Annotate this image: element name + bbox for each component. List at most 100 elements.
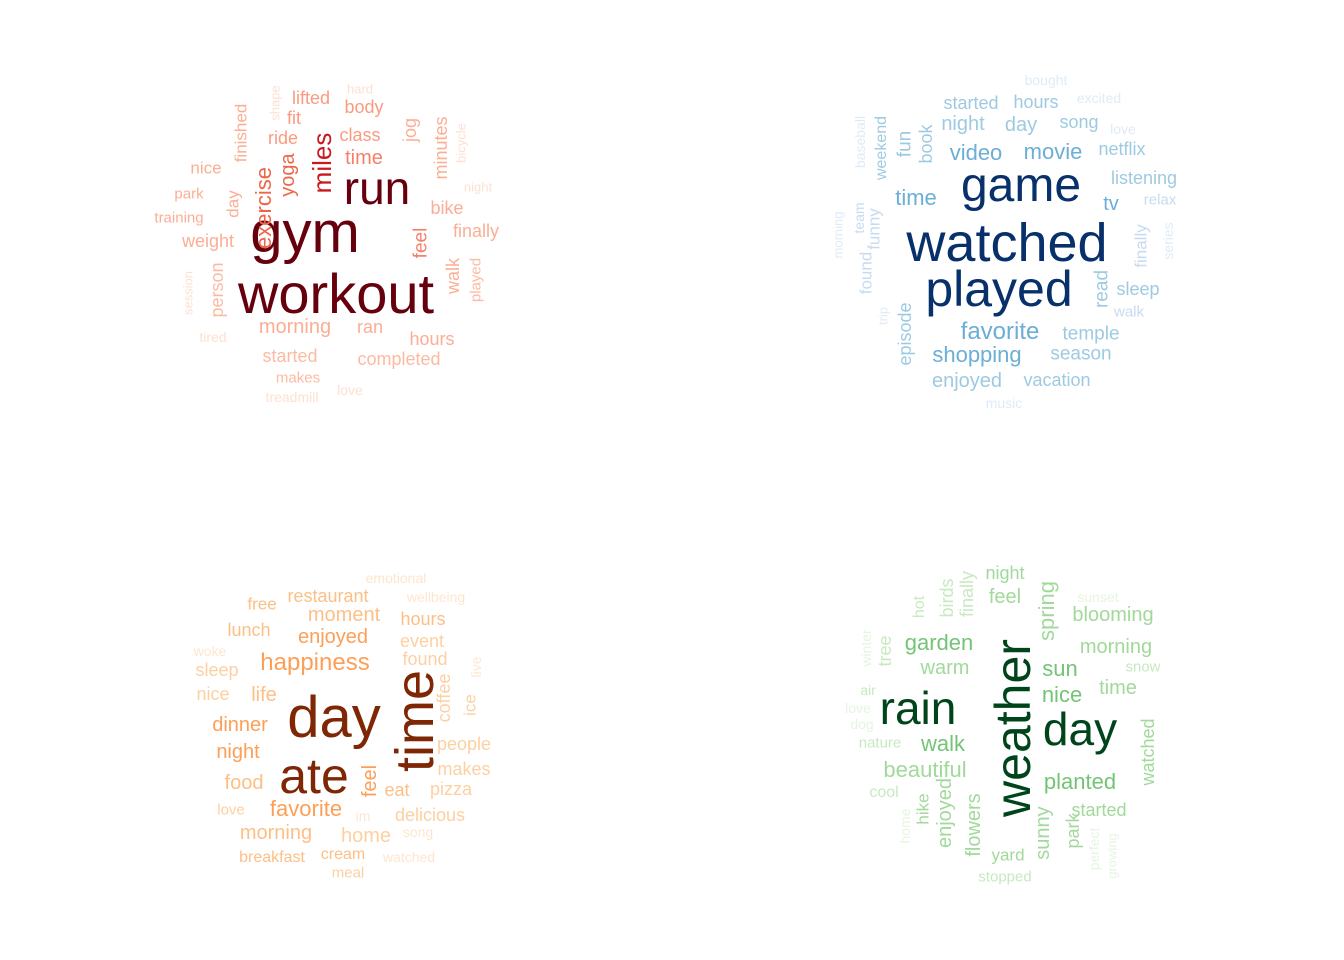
word-movie: movie (1023, 139, 1083, 164)
word-day: day (287, 685, 381, 750)
word-sunny: sunny (1032, 806, 1054, 860)
word-hours: hours (400, 609, 446, 629)
word-bought: bought (1024, 72, 1068, 88)
word-blooming: blooming (1072, 604, 1154, 626)
word-finally: finally (957, 570, 977, 618)
word-night: night (985, 563, 1025, 583)
word-home: home (897, 808, 913, 844)
word-miles: miles (307, 132, 337, 194)
word-ran: ran (356, 317, 384, 337)
word-song: song (1059, 112, 1099, 132)
word-cream: cream (320, 846, 366, 863)
word-breakfast: breakfast (239, 849, 305, 866)
word-dog: dog (850, 716, 874, 732)
word-excited: excited (1076, 90, 1122, 106)
word-morning: morning (830, 211, 846, 259)
word-read: read (1091, 269, 1113, 309)
word-tv: tv (1103, 193, 1119, 215)
word-eat: eat (384, 780, 410, 800)
word-snow: snow (1125, 658, 1161, 676)
word-emotional: emotional (365, 570, 427, 586)
word-watched: watched (906, 213, 1108, 273)
word-home: home (340, 825, 392, 847)
word-spring: spring (1034, 581, 1059, 641)
word-park: park (174, 185, 204, 203)
word-workout: workout (237, 262, 435, 325)
word-day: day (223, 190, 243, 218)
word-fun: fun (894, 130, 916, 158)
word-trip: trip (875, 306, 891, 326)
word-ice: ice (460, 694, 480, 716)
word-makes: makes (275, 369, 321, 387)
word-weekend: weekend (873, 115, 890, 181)
word-funny: funny (864, 208, 884, 250)
word-love: love (1110, 121, 1136, 137)
word-air: air (860, 682, 876, 698)
word-weight: weight (181, 231, 235, 251)
word-food: food (224, 772, 264, 794)
word-delicious: delicious (394, 805, 466, 825)
word-weather: weather (985, 639, 1041, 817)
word-started: started (943, 93, 999, 113)
word-day: day (1004, 114, 1038, 136)
word-live: live (468, 656, 484, 678)
word-yard: yard (991, 845, 1025, 865)
word-im: im (355, 808, 371, 824)
word-beautiful: beautiful (883, 757, 967, 782)
word-time: time (895, 185, 937, 210)
word-training: training (154, 209, 204, 227)
word-free: free (247, 594, 277, 614)
word-tired: tired (199, 329, 227, 345)
word-pizza: pizza (429, 779, 473, 799)
word-walk: walk (920, 731, 966, 756)
word-sun: sun (1042, 656, 1078, 681)
word-winter: winter (858, 629, 874, 667)
word-vacation: vacation (1023, 370, 1091, 390)
word-planted: planted (1043, 769, 1117, 794)
word-season: season (1050, 343, 1112, 365)
word-baseball: baseball (852, 115, 868, 169)
word-feel: feel (410, 227, 432, 259)
word-warm: warm (920, 657, 970, 679)
word-nature: nature (858, 734, 902, 752)
word-hard: hard (346, 81, 374, 97)
word-ride: ride (267, 128, 299, 148)
word-night: night (941, 113, 985, 135)
word-shopping: shopping (932, 342, 1022, 367)
word-nice: nice (1041, 682, 1083, 707)
word-shape: shape (267, 85, 283, 121)
word-cool: cool (869, 784, 899, 801)
word-perfect: perfect (1086, 827, 1102, 871)
word-favorite: favorite (960, 318, 1040, 345)
word-yoga: yoga (277, 153, 299, 197)
word-jog: jog (400, 117, 420, 143)
word-enjoyed: enjoyed (297, 626, 369, 648)
word-birds: birds (937, 578, 957, 618)
word-started: started (262, 346, 318, 366)
word-finally: finally (452, 221, 500, 241)
word-watched: watched (1138, 718, 1158, 786)
word-meal: meal (331, 864, 365, 882)
word-game: game (960, 159, 1082, 212)
word-morning: morning (258, 316, 332, 338)
word-ate: ate (279, 748, 349, 804)
word-night: night (216, 741, 260, 763)
word-day: day (1042, 703, 1118, 755)
word-temple: temple (1062, 323, 1120, 345)
word-growing: growing (1104, 833, 1120, 879)
word-sleep: sleep (1116, 279, 1160, 299)
word-treadmill: treadmill (265, 389, 319, 405)
word-moment: moment (307, 604, 381, 626)
word-completed: completed (357, 349, 441, 369)
word-love: love (845, 700, 871, 716)
word-body: body (344, 97, 384, 117)
word-fit: fit (286, 108, 302, 128)
word-finished: finished (231, 103, 251, 163)
word-relax: relax (1143, 191, 1177, 209)
word-tree: tree (875, 635, 895, 667)
word-garden: garden (904, 630, 974, 655)
word-finally: finally (1131, 224, 1151, 268)
word-played: played (925, 261, 1073, 317)
word-nice: nice (190, 158, 222, 178)
word-episode: episode (895, 302, 915, 366)
